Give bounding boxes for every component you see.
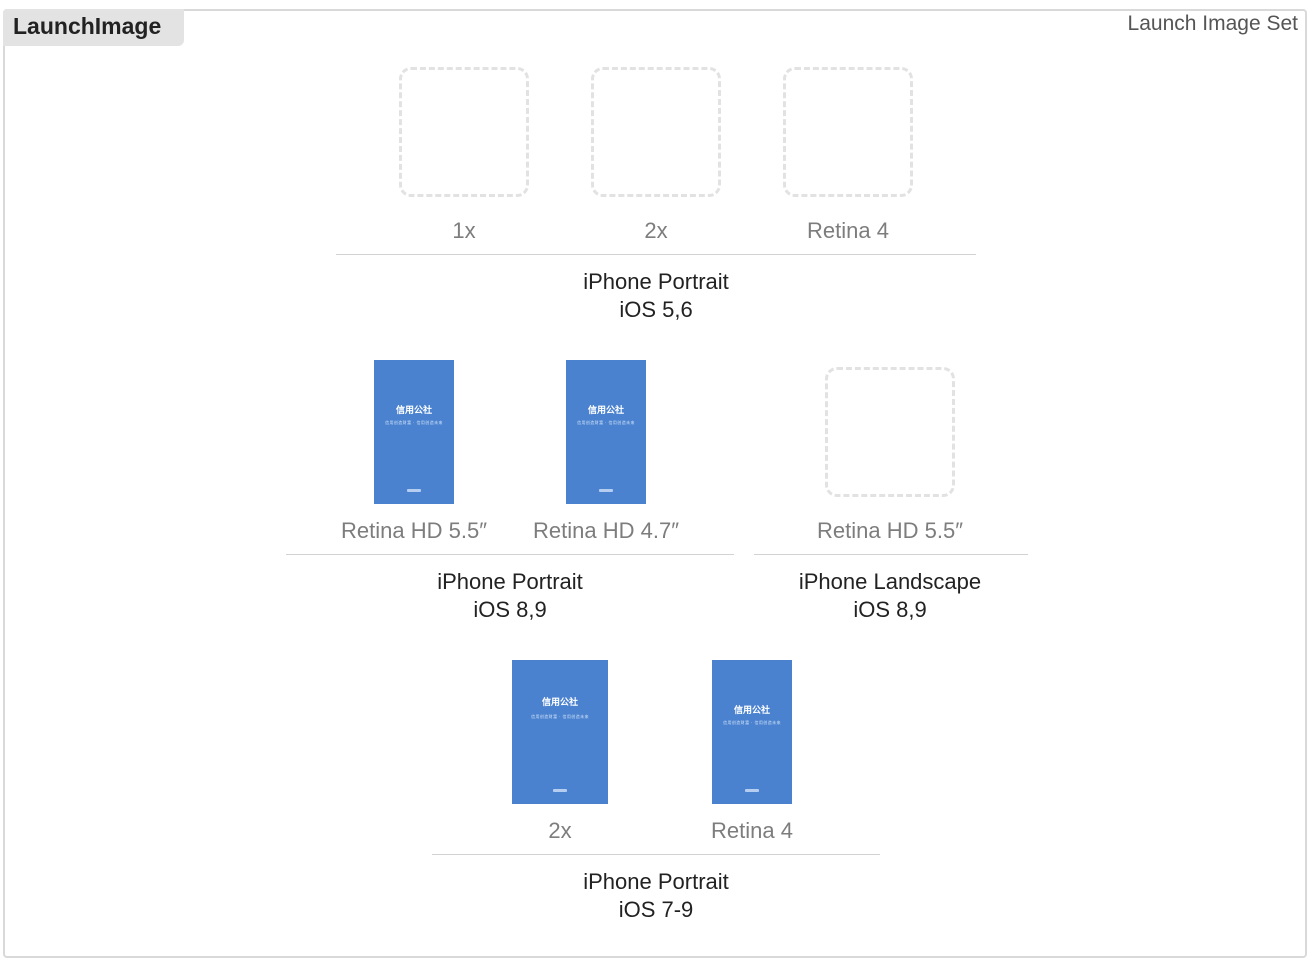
group-device-label: iPhone Portrait [437, 569, 583, 594]
slot-label: 2x [548, 818, 572, 843]
slot-label: 2x [644, 218, 668, 243]
group-divider [432, 854, 880, 855]
thumbnail-app-name: 信用公社 [733, 706, 770, 716]
image-slot-empty[interactable] [783, 67, 913, 197]
image-set-type-label: Launch Image Set [1127, 12, 1298, 35]
group-label: iPhone Portrait iOS 5,6 [456, 268, 856, 324]
group-label: iPhone Portrait iOS 8,9 [310, 568, 710, 624]
thumbnail-tagline: 信用创造财富 · 信用创造未来 [723, 720, 781, 725]
group-os-label: iOS 8,9 [853, 597, 927, 622]
thumbnail-tagline: 信用创造财富 · 信用创造未来 [385, 420, 443, 425]
launch-image-thumbnail[interactable]: 信用公社 信用创造财富 · 信用创造未来 [374, 360, 454, 504]
thumbnail-logo-icon [745, 789, 759, 792]
thumbnail-tagline: 信用创造财富 · 信用创造未来 [531, 714, 589, 719]
group-divider [336, 254, 976, 255]
image-slot-empty[interactable] [399, 67, 529, 197]
group-device-label: iPhone Landscape [798, 569, 982, 594]
slot-label: 1x [452, 218, 476, 243]
thumbnail-logo-icon [553, 789, 567, 792]
thumbnail-logo-icon [599, 489, 613, 492]
launch-image-thumbnail[interactable]: 信用公社 信用创造财富 · 信用创造未来 [512, 660, 608, 804]
group-os-label: iOS 5,6 [619, 297, 693, 322]
group-divider [754, 554, 1028, 555]
group-os-label: iOS 8,9 [473, 597, 547, 622]
thumbnail-logo-icon [407, 489, 421, 492]
slot-label: Retina 4 [711, 818, 793, 843]
asset-catalog-panel [3, 9, 1307, 958]
group-device-label: iPhone Portrait [583, 269, 729, 294]
slot-label: Retina 4 [807, 218, 889, 243]
launch-image-thumbnail[interactable]: 信用公社 信用创造财富 · 信用创造未来 [712, 660, 792, 804]
image-slot-empty[interactable] [591, 67, 721, 197]
group-label: iPhone Portrait iOS 7-9 [456, 868, 856, 924]
group-os-label: iOS 7-9 [618, 897, 694, 922]
thumbnail-app-name: 信用公社 [587, 406, 624, 416]
thumbnail-app-name: 信用公社 [541, 698, 578, 708]
slot-label: Retina HD 5.5″ [817, 518, 963, 543]
image-set-name[interactable]: LaunchImage [3, 9, 184, 46]
launch-image-thumbnail[interactable]: 信用公社 信用创造财富 · 信用创造未来 [566, 360, 646, 504]
slot-label: Retina HD 5.5″ [341, 518, 487, 543]
image-slot-empty[interactable] [825, 367, 955, 497]
group-device-label: iPhone Portrait [583, 869, 729, 894]
thumbnail-tagline: 信用创造财富 · 信用创造未来 [577, 420, 635, 425]
slot-label: Retina HD 4.7″ [533, 518, 679, 543]
thumbnail-app-name: 信用公社 [395, 406, 432, 416]
group-label: iPhone Landscape iOS 8,9 [690, 568, 1090, 624]
group-divider [286, 554, 734, 555]
